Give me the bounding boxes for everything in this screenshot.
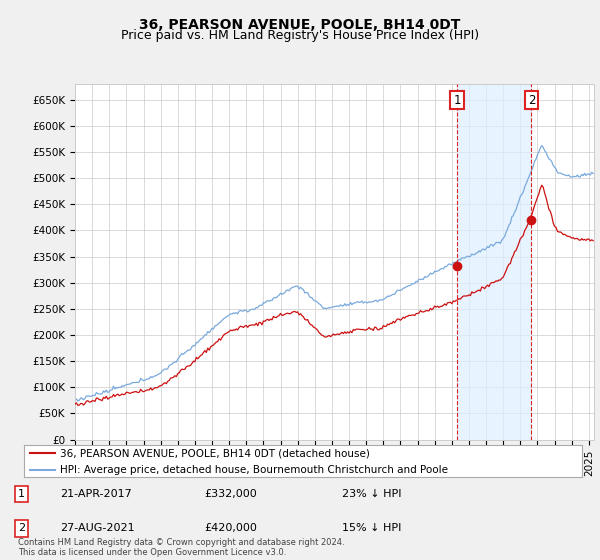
Text: Contains HM Land Registry data © Crown copyright and database right 2024.
This d: Contains HM Land Registry data © Crown c… [18,538,344,557]
Text: 21-APR-2017: 21-APR-2017 [60,489,132,499]
Text: 2: 2 [528,94,535,106]
Bar [457,84,532,440]
Text: 2: 2 [18,523,25,533]
Text: 36, PEARSON AVENUE, POOLE, BH14 0DT: 36, PEARSON AVENUE, POOLE, BH14 0DT [139,18,461,32]
Text: 36, PEARSON AVENUE, POOLE, BH14 0DT (detached house): 36, PEARSON AVENUE, POOLE, BH14 0DT (det… [60,449,370,459]
Text: 1: 1 [454,94,461,106]
Text: Price paid vs. HM Land Registry's House Price Index (HPI): Price paid vs. HM Land Registry's House … [121,29,479,42]
Text: HPI: Average price, detached house, Bournemouth Christchurch and Poole: HPI: Average price, detached house, Bour… [60,465,448,475]
Text: 15% ↓ HPI: 15% ↓ HPI [342,523,401,533]
Text: 27-AUG-2021: 27-AUG-2021 [60,523,134,533]
Text: 1: 1 [18,489,25,499]
Text: £332,000: £332,000 [204,489,257,499]
Text: £420,000: £420,000 [204,523,257,533]
Text: 23% ↓ HPI: 23% ↓ HPI [342,489,401,499]
